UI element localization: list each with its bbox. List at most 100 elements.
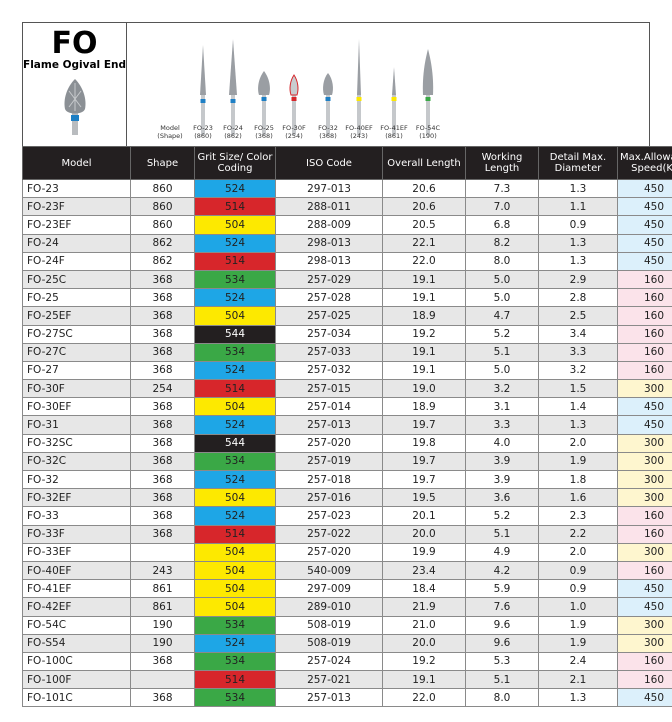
cell: 21.0 bbox=[382, 615, 466, 635]
row: FO-25EF 368 504 257-025 18.9 4.7 2.5 160 bbox=[22, 306, 672, 326]
cell: 257-021 bbox=[275, 670, 383, 690]
row: FO-27C 368 534 257-033 19.1 5.1 3.3 160 bbox=[22, 342, 672, 362]
cell: 257-022 bbox=[275, 524, 383, 544]
cell: 450 bbox=[617, 397, 672, 417]
cell: 1.8 bbox=[538, 469, 618, 490]
cell: 524 bbox=[194, 178, 276, 199]
cell: 504 bbox=[194, 306, 276, 326]
cell: 504 bbox=[194, 560, 276, 581]
row: FO-27SC 368 544 257-034 19.2 5.2 3.4 160 bbox=[22, 324, 672, 344]
cell: 19.9 bbox=[382, 542, 466, 562]
cell: 861 bbox=[130, 579, 195, 599]
cell: FO-33F bbox=[22, 524, 131, 544]
cell: 1.3 bbox=[538, 415, 618, 435]
cell: 289-010 bbox=[275, 597, 383, 617]
cell: 160 bbox=[617, 269, 672, 290]
cell: 19.1 bbox=[382, 269, 466, 290]
cell: 450 bbox=[617, 597, 672, 617]
cell: FO-23EF bbox=[22, 215, 131, 235]
spec-table: Model Shape Grit Size/ Color Coding ISO Cod… bbox=[22, 146, 672, 708]
cell: 257-020 bbox=[275, 433, 383, 453]
header: FO Flame Ogival End Model (Shape) FO-23 (86… bbox=[22, 22, 650, 146]
cell: 524 bbox=[194, 360, 276, 381]
cell: 5.2 bbox=[465, 324, 539, 344]
cell: FO-31 bbox=[22, 415, 131, 435]
cell: 298-013 bbox=[275, 251, 383, 271]
cell: 860 bbox=[130, 178, 195, 199]
tool-shape: (368) bbox=[255, 132, 272, 140]
cell: 534 bbox=[194, 688, 276, 708]
cell: 7.0 bbox=[465, 197, 539, 217]
cell: 5.1 bbox=[465, 524, 539, 544]
tool-shape: (254) bbox=[285, 132, 302, 140]
cell: 450 bbox=[617, 688, 672, 708]
cell: FO-33EF bbox=[22, 542, 131, 562]
cell: 254 bbox=[130, 379, 195, 399]
row: FO-101C 368 534 257-013 22.0 8.0 1.3 450 bbox=[22, 688, 672, 708]
cell: 3.9 bbox=[465, 469, 539, 490]
cell: 19.1 bbox=[382, 670, 466, 690]
cell: 23.4 bbox=[382, 560, 466, 581]
title: FO bbox=[51, 26, 98, 61]
cell: 504 bbox=[194, 579, 276, 599]
cell: 190 bbox=[130, 633, 195, 653]
cell: FO-27SC bbox=[22, 324, 131, 344]
cell: 862 bbox=[130, 251, 195, 271]
column-header: Working Length bbox=[465, 146, 539, 180]
cell: 288-011 bbox=[275, 197, 383, 217]
cell: 257-025 bbox=[275, 306, 383, 326]
cell: 368 bbox=[130, 651, 195, 672]
cell bbox=[130, 670, 195, 690]
tool-shape: (368) bbox=[319, 132, 336, 140]
cell: 368 bbox=[130, 433, 195, 453]
cell: 3.2 bbox=[465, 379, 539, 399]
cell: 0.9 bbox=[538, 215, 618, 235]
cell: 1.1 bbox=[538, 197, 618, 217]
row: FO-24F 862 514 298-013 22.0 8.0 1.3 450 bbox=[22, 251, 672, 271]
cell: FO-40EF bbox=[22, 560, 131, 581]
cell: 4.9 bbox=[465, 542, 539, 562]
cell: 544 bbox=[194, 433, 276, 453]
row: FO-42EF 861 504 289-010 21.9 7.6 1.0 450 bbox=[22, 597, 672, 617]
cell: 22.1 bbox=[382, 233, 466, 253]
cell: 504 bbox=[194, 597, 276, 617]
cell: 18.9 bbox=[382, 397, 466, 417]
cell: 160 bbox=[617, 342, 672, 362]
cell: 298-013 bbox=[275, 233, 383, 253]
cell: 4.0 bbox=[465, 433, 539, 453]
cell: FO-30F bbox=[22, 379, 131, 399]
cell: 9.6 bbox=[465, 615, 539, 635]
cell: 368 bbox=[130, 506, 195, 526]
cell: 300 bbox=[617, 542, 672, 562]
cell: 19.7 bbox=[382, 415, 466, 435]
cell: 21.9 bbox=[382, 597, 466, 617]
cell: 524 bbox=[194, 633, 276, 653]
cell: 504 bbox=[194, 397, 276, 417]
cell: 514 bbox=[194, 379, 276, 399]
tool-model: Model bbox=[160, 124, 180, 132]
cell: 7.3 bbox=[465, 178, 539, 199]
cell: 257-013 bbox=[275, 415, 383, 435]
cell: 3.2 bbox=[538, 360, 618, 381]
tool-model: FO-41EF bbox=[380, 124, 408, 132]
cell: FO-100F bbox=[22, 670, 131, 690]
cell: 19.7 bbox=[382, 451, 466, 472]
cell: 368 bbox=[130, 288, 195, 308]
cell: 0.9 bbox=[538, 560, 618, 581]
column-header: Detail Max. Diameter bbox=[538, 146, 618, 180]
cell: 257-014 bbox=[275, 397, 383, 417]
cell: 20.0 bbox=[382, 633, 466, 653]
tool-model: FO-30F bbox=[282, 124, 306, 132]
cell: 2.5 bbox=[538, 306, 618, 326]
cell: 257-023 bbox=[275, 506, 383, 526]
cell: 2.2 bbox=[538, 524, 618, 544]
cell: 160 bbox=[617, 670, 672, 690]
column-header: Model bbox=[22, 146, 131, 180]
cell: 257-032 bbox=[275, 360, 383, 381]
column-header: Max.Allowable Speed(K) bbox=[617, 146, 672, 180]
cell: 1.5 bbox=[538, 379, 618, 399]
cell: 6.8 bbox=[465, 215, 539, 235]
cell: 534 bbox=[194, 269, 276, 290]
cell: 514 bbox=[194, 670, 276, 690]
cell: 5.0 bbox=[465, 269, 539, 290]
